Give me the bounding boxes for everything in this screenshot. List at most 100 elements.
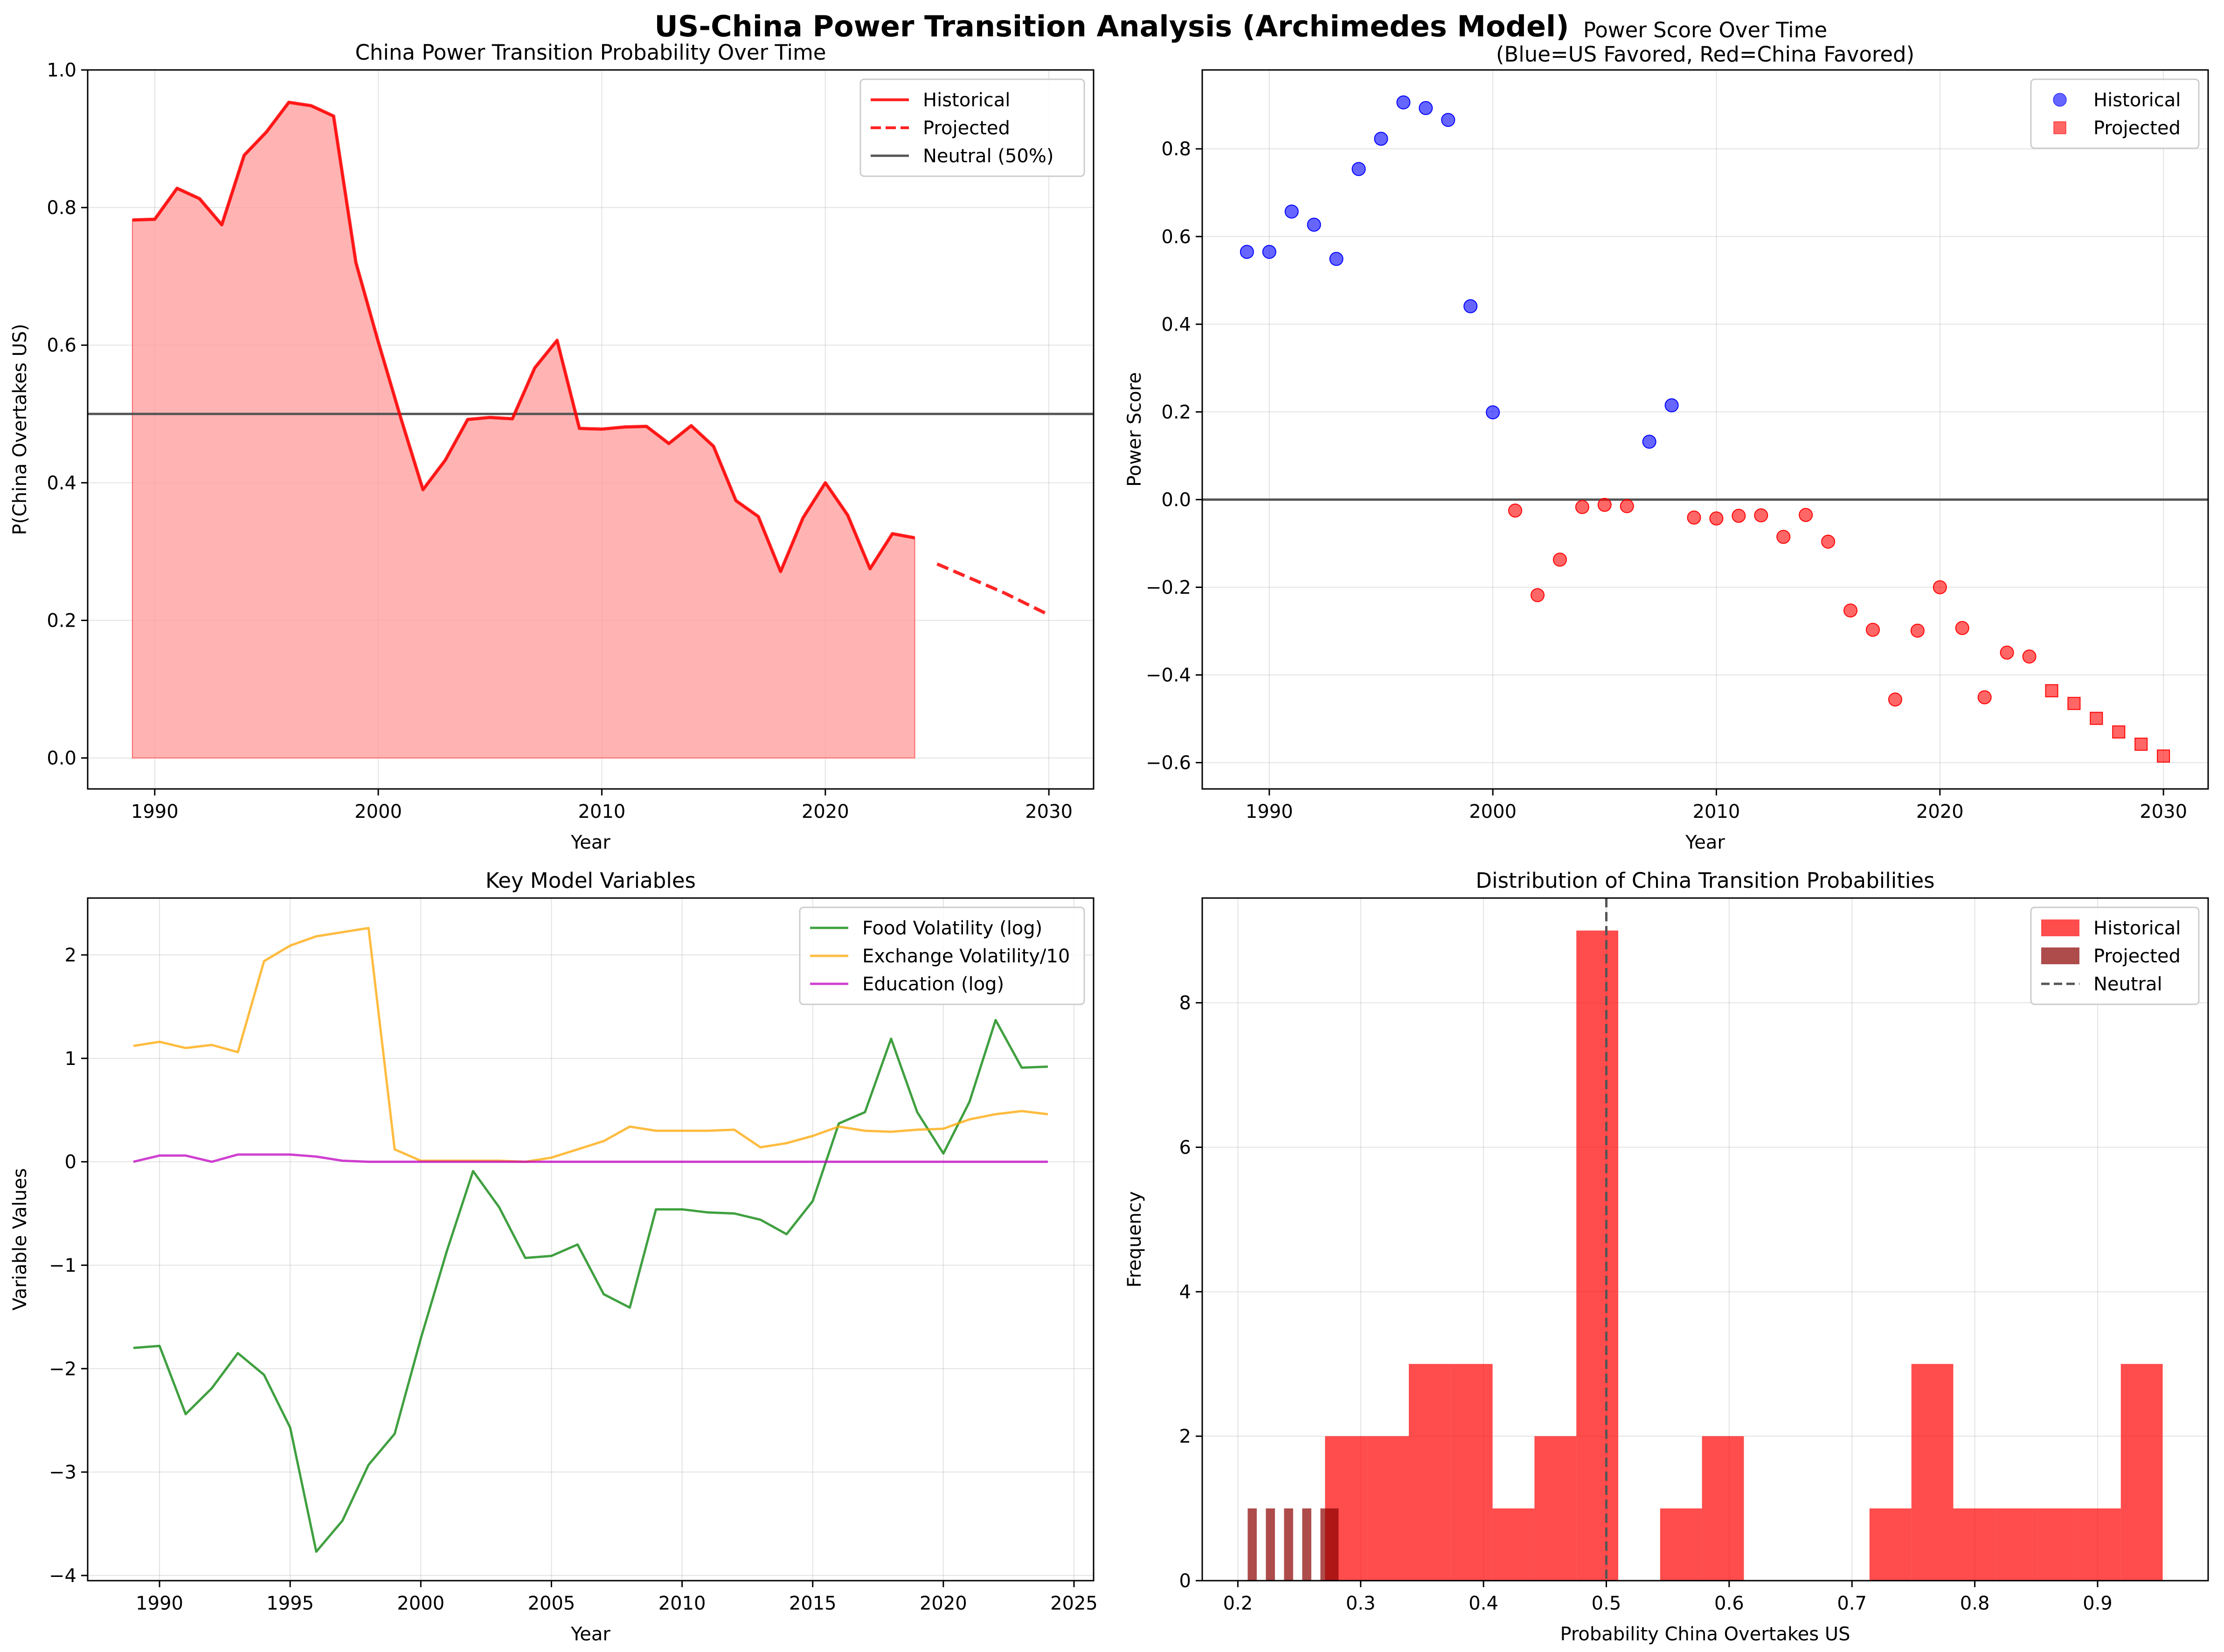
y-tick-label: −4 (49, 1565, 76, 1587)
x-tick-label: 2020 (802, 801, 849, 823)
x-tick-label: 2020 (920, 1593, 967, 1614)
historical-bar (1576, 930, 1619, 1581)
y-tick-label: 0 (65, 1152, 76, 1173)
y-tick-label: 1.0 (47, 60, 76, 81)
x-tick-label: 1990 (131, 801, 179, 823)
historical-point (1888, 692, 1902, 707)
y-tick-label: 0.6 (47, 335, 76, 356)
x-tick-label: 0.5 (1592, 1593, 1621, 1614)
historical-point (1687, 510, 1701, 525)
x-tick-label: 0.7 (1837, 1593, 1867, 1614)
historical-point (1642, 435, 1656, 449)
historical-point (1396, 95, 1411, 110)
historical-point (1552, 553, 1567, 567)
legend-key (2041, 947, 2079, 964)
historical-point (1799, 508, 1813, 522)
historical-point (1977, 690, 1992, 705)
historical-point (1664, 398, 1679, 413)
legend-label: Neutral (2093, 974, 2162, 995)
x-tick-label: 0.9 (2083, 1593, 2113, 1614)
y-tick-label: 0.0 (47, 748, 76, 769)
x-tick-label: 2015 (789, 1593, 837, 1614)
projected-bar (1320, 1508, 1330, 1581)
variable-series-line (133, 1153, 1048, 1163)
y-tick-label: 0.2 (1161, 401, 1191, 423)
x-tick-label: 2025 (1050, 1593, 1098, 1614)
historical-point (1240, 245, 1254, 259)
historical-point (1284, 204, 1299, 219)
y-tick-label: −0.4 (1146, 665, 1191, 686)
historical-point (1821, 534, 1836, 549)
x-axis-label: Probability China Overtakes US (1560, 1624, 1850, 1645)
historical-point (1508, 503, 1523, 518)
legend-label: Education (log) (862, 974, 1004, 995)
legend-key (2053, 93, 2067, 107)
y-tick-label: 0.8 (1161, 138, 1191, 160)
x-tick-label: 2000 (397, 1593, 444, 1614)
historical-bar (1953, 1508, 1995, 1581)
projected-bar (1247, 1508, 1257, 1581)
x-tick-label: 2030 (2140, 801, 2187, 823)
chart-transition-probability: 1990 2000 2010 2020 2030 0.0 0.2 0.4 0.6 0.8 1.0 Ye… (9, 40, 1095, 853)
projected-point (2067, 697, 2081, 710)
y-tick-label: −0.2 (1146, 577, 1191, 598)
legend-key (2053, 121, 2066, 134)
y-tick-label: 2 (65, 945, 76, 966)
x-tick-label: 0.6 (1714, 1593, 1744, 1614)
legend-label: Neutral (50%) (923, 145, 1053, 167)
y-tick-label: 8 (1179, 993, 1191, 1014)
projected-bar (1266, 1508, 1275, 1581)
historical-point (2022, 650, 2037, 664)
projected-series-line (936, 562, 1050, 616)
y-tick-label: −2 (49, 1358, 76, 1380)
legend-key (2041, 919, 2079, 936)
y-tick-label: −1 (49, 1255, 76, 1276)
chart-title: Key Model Variables (485, 868, 696, 893)
legend-label: Food Volatility (log) (862, 918, 1042, 939)
variable-series-line (133, 926, 1048, 1163)
plot-area-border (87, 69, 1095, 790)
historical-point (1754, 508, 1768, 523)
historical-point (1351, 162, 1366, 176)
x-axis-label: Year (1685, 832, 1725, 853)
x-tick-label: 2030 (1025, 801, 1073, 823)
y-tick-label: 1 (65, 1048, 76, 1070)
historical-bar (1995, 1508, 2037, 1581)
historical-bar (2037, 1508, 2079, 1581)
projected-bar (1329, 1508, 1339, 1581)
historical-point (1843, 603, 1858, 618)
variable-series-line (133, 1019, 1048, 1553)
x-tick-label: 2005 (528, 1593, 575, 1614)
y-tick-label: 0.2 (47, 610, 76, 631)
projected-point (2112, 725, 2126, 739)
x-tick-label: 0.3 (1346, 1593, 1376, 1614)
historical-bar (2079, 1508, 2121, 1581)
projected-point (2045, 684, 2058, 698)
projected-bar (1284, 1508, 1293, 1581)
x-tick-label: 2000 (1469, 801, 1517, 823)
x-tick-label: 2020 (1916, 801, 1964, 823)
y-tick-label: 0.6 (1161, 226, 1191, 248)
y-tick-label: 0.8 (47, 197, 76, 219)
historical-point (1486, 405, 1500, 420)
historical-point (1955, 621, 1969, 635)
chart-title: Distribution of China Transition Probabi… (1476, 868, 1934, 893)
historical-series-line (132, 100, 915, 574)
chart-title: China Power Transition Probability Over … (355, 40, 826, 65)
historical-bar (1450, 1364, 1493, 1581)
y-tick-label: 0.4 (47, 472, 76, 494)
legend-label: Projected (2093, 946, 2181, 967)
historical-bar (1869, 1508, 1912, 1581)
historical-point (1262, 245, 1276, 259)
x-tick-label: 1990 (136, 1593, 183, 1614)
x-tick-label: 2010 (578, 801, 626, 823)
y-tick-label: 0.4 (1161, 314, 1191, 335)
legend-box (799, 906, 1085, 1005)
historical-bar (1534, 1436, 1577, 1581)
legend-label: Historical (923, 90, 1010, 111)
historical-point (1374, 131, 1388, 146)
plot-area-border (1201, 69, 2209, 790)
chart-key-variables: 1990 1995 2000 2005 2010 2015 2020 2025 −4 −3 −2 −1… (9, 868, 1098, 1645)
plot-area-border (1201, 897, 2209, 1582)
